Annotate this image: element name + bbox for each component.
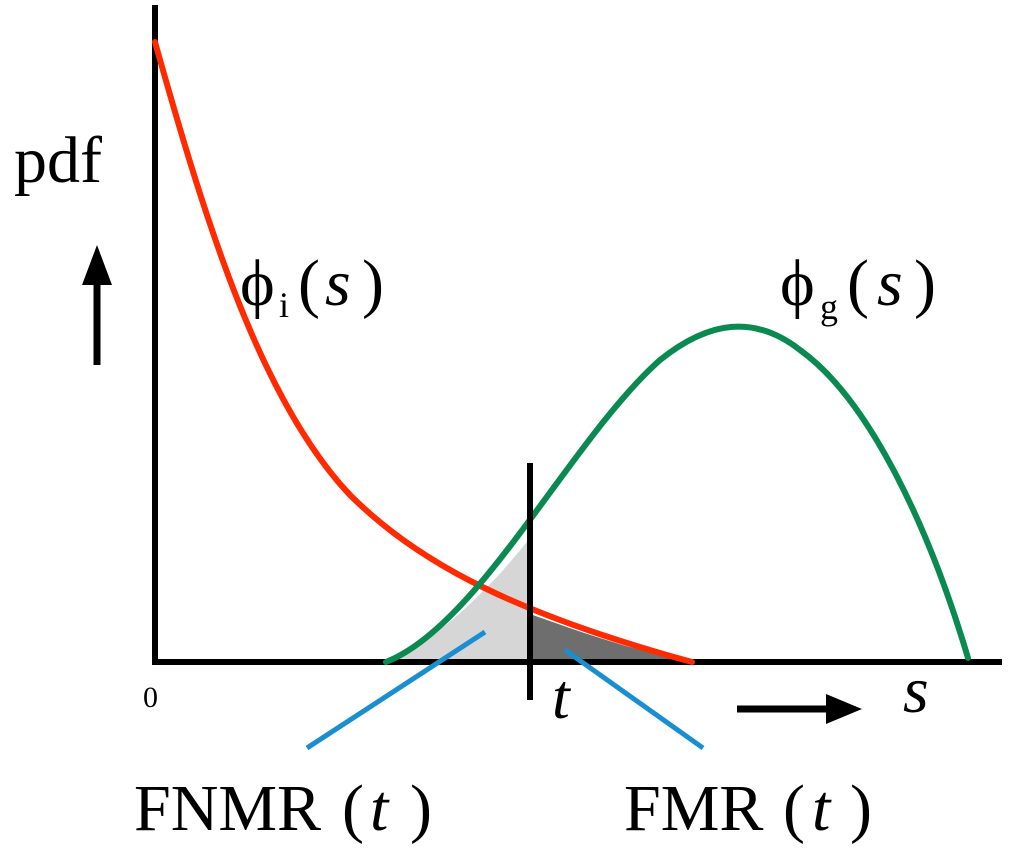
x-direction-arrow [737, 694, 862, 724]
fmr-leader-line [563, 647, 705, 751]
genuine-close-paren: ) [914, 247, 936, 320]
y-axis-label: pdf [14, 124, 102, 197]
genuine-curve-label: ϕ g ( s ) [780, 247, 936, 327]
genuine-open-paren: ( [847, 247, 869, 320]
genuine-variable: s [877, 247, 903, 320]
fnmr-open-paren: ( [342, 772, 364, 845]
fmr-close-paren: ) [850, 772, 872, 845]
fnmr-leader-line [305, 629, 487, 751]
fnmr-close-paren: ) [410, 772, 432, 845]
impostor-distribution-curve [152, 39, 695, 665]
origin-label: 0 [143, 681, 158, 714]
fnmr-variable: t [370, 772, 390, 845]
impostor-subscript: i [279, 285, 289, 325]
y-direction-arrow [82, 245, 112, 365]
impostor-curve-label: ϕ i ( s ) [240, 247, 384, 325]
fmr-label: FMR ( t ) [624, 772, 872, 845]
fmr-name: FMR [624, 772, 763, 845]
genuine-phi-symbol: ϕ [780, 247, 815, 320]
threshold-label: t [552, 661, 572, 732]
fmr-variable: t [812, 772, 832, 845]
genuine-subscript: g [820, 287, 838, 327]
fmr-shaded-region [530, 614, 692, 662]
impostor-open-paren: ( [298, 247, 320, 320]
fnmr-label: FNMR ( t ) [134, 772, 432, 845]
fnmr-shaded-region [386, 538, 530, 662]
impostor-phi-symbol: ϕ [240, 247, 275, 320]
fmr-open-paren: ( [783, 772, 805, 845]
genuine-distribution-curve [383, 323, 971, 665]
impostor-variable: s [325, 247, 351, 320]
impostor-close-paren: ) [362, 247, 384, 320]
fnmr-name: FNMR [134, 772, 321, 845]
x-axis-label: s [903, 654, 929, 727]
